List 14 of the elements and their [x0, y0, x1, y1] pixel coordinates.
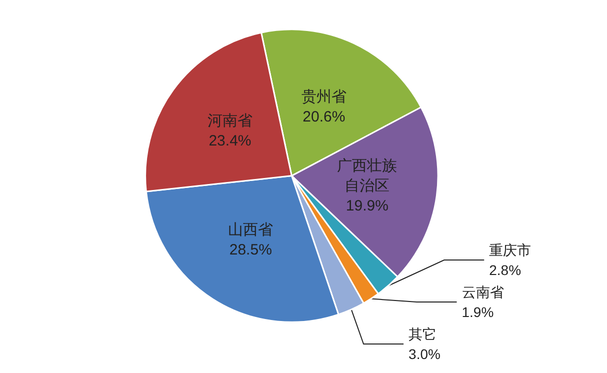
- slice-label: 云南省: [462, 284, 504, 300]
- slice-label: 山西省: [228, 221, 274, 238]
- slice-label: 其它: [408, 326, 437, 342]
- data-label: 28.5%: [229, 241, 272, 258]
- data-label: 19.9%: [346, 198, 388, 215]
- slice-label: 贵州省: [301, 88, 346, 106]
- data-label: 3.0%: [408, 346, 440, 362]
- data-label: 23.4%: [208, 132, 252, 150]
- slice-label: 重庆市: [489, 242, 532, 258]
- data-label: 2.8%: [489, 262, 522, 278]
- slice-label: 广西壮族自治区: [337, 158, 398, 195]
- data-label: 1.9%: [462, 304, 494, 320]
- data-label: 20.6%: [302, 108, 346, 126]
- slice-label: 河南省: [207, 112, 252, 130]
